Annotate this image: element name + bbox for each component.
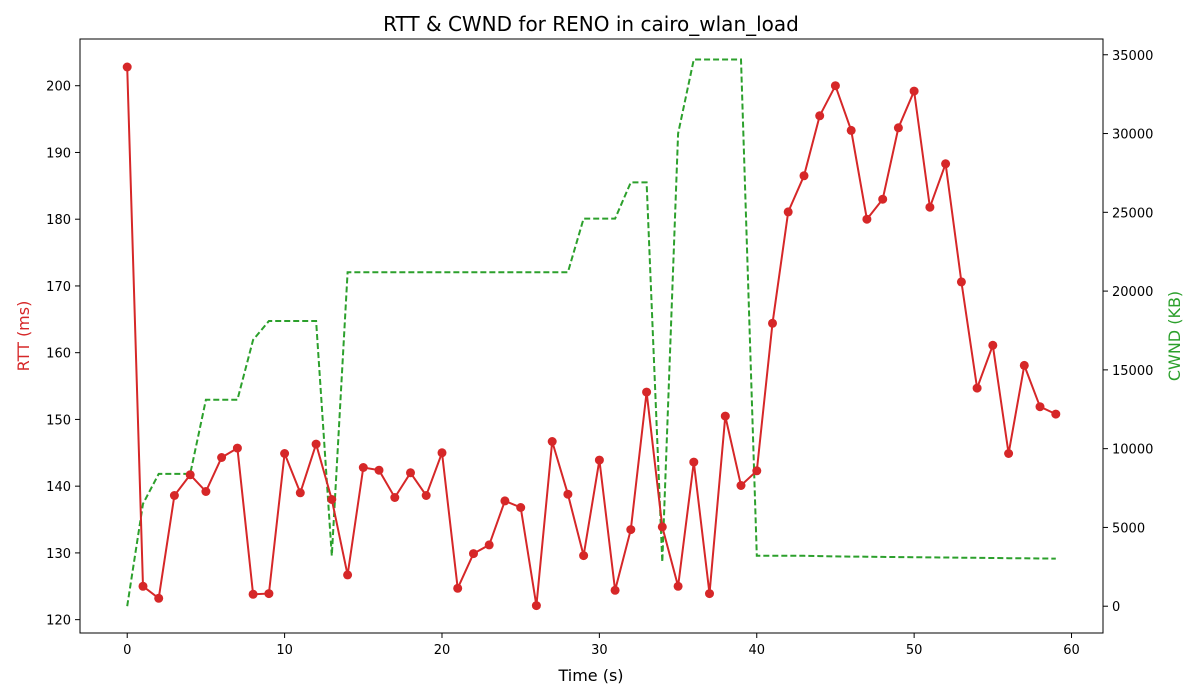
rtt-point [421,491,431,500]
rtt-point [657,522,667,532]
rtt-point [217,453,227,462]
rtt-point [846,125,856,135]
rtt-point [343,570,353,580]
rtt-point [941,159,951,169]
rtt-point [154,593,164,603]
rtt-point [563,489,573,499]
rtt-point [201,487,211,496]
rtt-point [673,581,683,591]
rtt-point [925,202,935,212]
x-tick-label: 0 [123,643,131,658]
rtt-point [1035,402,1045,412]
rtt-point [594,455,604,465]
y-left-axis: 120 130 140 150 160 170 180 190 200 [46,80,80,629]
y-right-tick-label: 15000 [1112,364,1153,379]
rtt-point [579,551,589,561]
rtt-point [972,383,982,393]
series-layer [122,58,1061,611]
rtt-point [374,465,384,475]
rtt-point [295,488,305,498]
y-right-tick-label: 10000 [1112,443,1153,458]
rtt-point [500,496,510,506]
rtt-point [862,214,872,224]
rtt-point [815,111,825,121]
y-right-axis-label: CWND (KB) [1165,291,1184,381]
y-right-tick-label: 35000 [1112,49,1153,64]
rtt-point [1019,360,1029,370]
y-left-tick-label: 120 [46,614,71,629]
rtt-point [610,585,620,595]
x-tick-label: 60 [1063,643,1080,658]
rtt-point [752,466,762,476]
plot-area-frame [79,38,1104,634]
y-right-tick-label: 30000 [1112,128,1153,143]
rtt-point [626,525,636,535]
rtt-point [327,495,337,504]
rtt-series-line [126,66,1057,606]
rtt-point [547,437,557,446]
y-right-tick-label: 0 [1112,600,1120,615]
rtt-point [736,481,746,490]
rtt-point [909,86,919,96]
y-left-tick-label: 170 [46,280,71,295]
y-right-tick-label: 5000 [1112,521,1145,536]
x-axis-label: Time (s) [557,666,623,685]
x-tick-label: 50 [906,643,923,658]
rtt-point [988,340,998,350]
rtt-point [689,457,699,467]
chart-title: RTT & CWND for RENO in cairo_wlan_load [383,12,799,36]
rtt-point [390,493,400,502]
y-left-tick-label: 200 [46,80,71,95]
rtt-point [358,463,368,472]
rtt-point [799,171,809,181]
rtt-point [878,194,888,204]
rtt-point [138,581,148,591]
y-right-tick-label: 25000 [1112,206,1153,221]
rtt-point [1051,409,1061,419]
rtt-point [453,583,463,593]
y-right-axis: 0 5000 10000 15000 20000 25000 30000 35000 [1103,49,1153,615]
y-left-tick-label: 130 [46,547,71,562]
rtt-point [720,411,730,421]
rtt-point [768,318,777,328]
rtt-point [956,277,966,287]
rtt-point [1004,449,1014,458]
rtt-point [705,589,714,599]
rtt-point [185,470,195,480]
rtt-point [169,491,179,500]
rtt-point [248,589,258,599]
rtt-point [893,123,903,133]
x-axis: 0 10 20 30 40 50 60 [123,633,1080,658]
y-left-tick-label: 190 [46,146,71,161]
rtt-point [264,589,274,599]
y-left-tick-label: 160 [46,347,71,362]
y-left-tick-label: 150 [46,413,71,428]
rtt-point [516,503,526,512]
x-tick-label: 40 [748,643,765,658]
rtt-point [642,387,652,397]
rtt-point [406,468,415,478]
y-left-tick-label: 180 [46,213,71,228]
x-tick-label: 30 [591,643,608,658]
rtt-point [311,439,321,449]
rtt-point [232,443,242,453]
rtt-point [531,601,541,611]
x-tick-label: 20 [434,643,451,658]
rtt-point [437,448,447,458]
rtt-point [280,449,290,458]
rtt-point [783,207,793,217]
rtt-point [484,540,494,550]
rtt-point [469,549,478,559]
rtt-point [122,62,132,72]
rtt-point [830,81,840,91]
cwnd-series-line [126,58,1056,607]
x-tick-label: 10 [276,643,293,658]
y-left-axis-label: RTT (ms) [14,301,33,372]
y-right-tick-label: 20000 [1112,285,1153,300]
y-left-tick-label: 140 [46,480,71,495]
